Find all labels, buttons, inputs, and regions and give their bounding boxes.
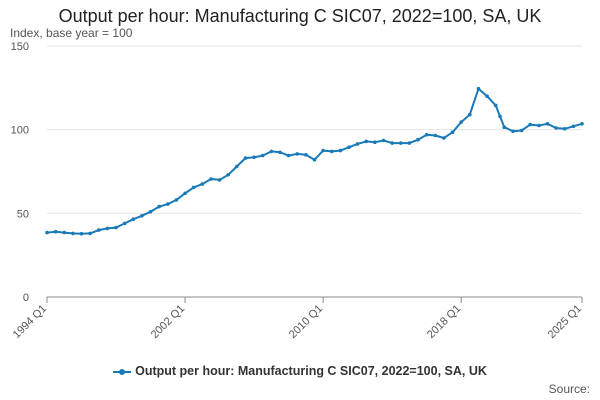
data-point [140,214,144,218]
data-point [450,130,455,134]
data-point [407,141,412,145]
data-point [235,164,239,169]
data-point [442,136,446,140]
series-layer [45,86,584,236]
data-point [459,120,464,124]
y-tick-label: 0 [23,292,29,304]
data-point [183,191,187,196]
data-point [166,202,170,206]
data-point [373,140,377,144]
x-tick-label: 1994 Q1 [11,303,49,341]
x-tick-label: 2010 Q1 [287,303,325,341]
x-tick-label: 2002 Q1 [149,303,187,341]
y-tick-label: 150 [11,41,29,53]
data-point [519,128,524,133]
data-point [243,156,248,160]
data-point [390,141,395,145]
data-point [53,229,58,234]
series-line [46,87,583,235]
data-point [338,148,343,153]
data-point [105,226,110,231]
data-point [364,139,369,144]
data-point [330,149,334,154]
data-point [295,152,300,156]
data-point [554,126,558,130]
data-point [217,178,222,182]
y-tick-label: 100 [11,125,29,137]
data-point [191,185,196,190]
data-point [433,133,438,138]
y-tick-label: 50 [17,208,29,220]
data-point [122,221,127,226]
source-label: Source: [548,382,590,396]
x-tick-label: 2025 Q1 [546,303,584,341]
data-point [114,225,118,230]
data-point [399,141,403,145]
data-point [355,142,360,146]
data-point [131,217,136,221]
data-point [269,149,274,154]
data-point [226,173,230,177]
legend-label: Output per hour: Manufacturing C SIC07, … [135,364,487,378]
data-point [286,153,291,158]
axes: 0 50 100 150 1994 Q1 2002 Q1 2010 Q1 2018 Q1 202… [11,41,584,341]
data-point [424,132,429,137]
data-point [537,123,541,128]
data-point [381,138,386,143]
data-point [79,231,84,236]
data-point [71,231,75,236]
data-point [498,114,502,119]
chart-title: Output per hour: Manufacturing C SIC07, … [58,6,542,26]
data-point [148,209,153,214]
data-point [304,153,308,157]
data-point [580,122,584,126]
data-point [312,158,317,162]
data-point [97,228,101,232]
data-point [511,129,515,134]
data-point [528,122,532,127]
data-point [278,150,282,155]
data-point [45,230,49,235]
data-point [545,122,550,126]
legend-swatch [113,367,132,377]
data-point [416,137,420,142]
legend[interactable]: Output per hour: Manufacturing C SIC07, … [0,364,600,378]
data-point [62,230,67,235]
data-point [200,182,205,186]
data-point [209,177,213,181]
gridlines [47,45,582,214]
data-point [174,198,179,202]
data-point [562,127,567,131]
data-point [260,153,265,158]
data-point [502,125,507,129]
chart-subtitle: Index, base year = 100 [10,26,133,40]
data-point [476,86,481,91]
data-point [485,94,489,98]
data-point [252,155,256,160]
data-point [88,231,92,236]
data-point [571,124,576,129]
data-point [493,103,498,108]
x-tick-label: 2018 Q1 [425,303,463,341]
data-point [468,112,472,117]
data-point [347,145,351,149]
data-point [157,204,161,209]
data-point [321,148,325,153]
